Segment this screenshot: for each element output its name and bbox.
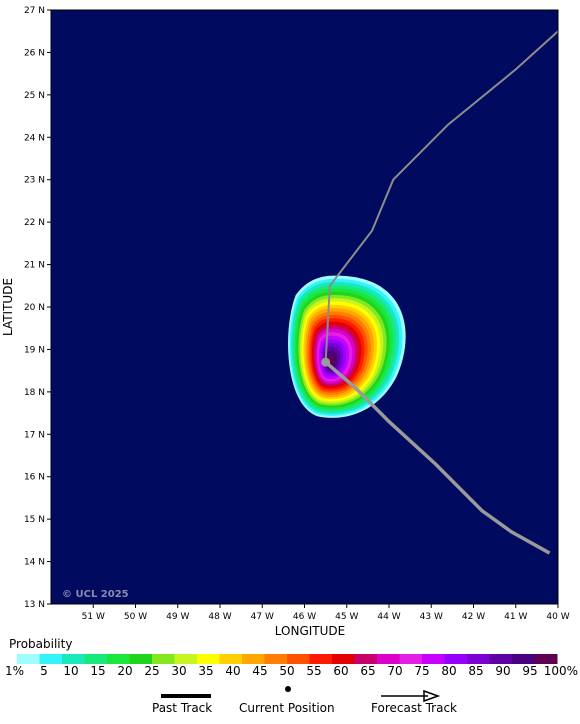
legend-label: 15 bbox=[90, 664, 106, 678]
legend-label: 80 bbox=[441, 664, 457, 678]
colorbar-swatch bbox=[107, 654, 130, 664]
colorbar-swatch bbox=[422, 654, 445, 664]
lon-tick-label: 51 W bbox=[82, 612, 105, 622]
colorbar-swatch bbox=[399, 654, 423, 664]
legend-label: 100% bbox=[543, 664, 578, 678]
lon-tick-label: 43 W bbox=[420, 612, 443, 622]
legend-label: 25 bbox=[144, 664, 160, 678]
current-position-marker bbox=[321, 357, 331, 367]
lat-tick-label: 24 N bbox=[24, 133, 45, 143]
current-position-symbol bbox=[285, 686, 291, 692]
colorbar-swatch bbox=[62, 654, 85, 664]
legend-label: 65 bbox=[360, 664, 376, 678]
lon-tick-label: 49 W bbox=[166, 612, 189, 622]
lat-tick-label: 17 N bbox=[24, 430, 45, 440]
lat-tick-label: 13 N bbox=[24, 600, 45, 610]
lon-tick-label: 42 W bbox=[462, 612, 485, 622]
legend-label: 70 bbox=[387, 664, 403, 678]
forecast-track-line bbox=[324, 360, 551, 555]
colorbar-swatch bbox=[332, 654, 355, 664]
lon-tick-label: 44 W bbox=[377, 612, 400, 622]
colorbar-swatch bbox=[467, 654, 490, 664]
lon-tick-label: 41 W bbox=[504, 612, 527, 622]
legend-label: 90 bbox=[495, 664, 511, 678]
lat-tick-label: 23 N bbox=[24, 176, 45, 186]
lon-tick-label: 40 W bbox=[546, 612, 569, 622]
legend-title: Probability bbox=[9, 637, 73, 651]
legend-label: 40 bbox=[225, 664, 241, 678]
colorbar-swatch bbox=[309, 654, 333, 664]
longitude-ticks: 51 W 50 W 49 W 48 W 47 W 46 W 45 W 44 W 43 W 42 W… bbox=[82, 604, 570, 622]
colorbar-swatch bbox=[84, 654, 108, 664]
legend-label: 5 bbox=[40, 664, 48, 678]
colorbar-swatch bbox=[377, 654, 400, 664]
legend-label: 30 bbox=[171, 664, 187, 678]
colorbar-swatch bbox=[354, 654, 378, 664]
colorbar-swatch bbox=[174, 654, 198, 664]
legend-label: 35 bbox=[198, 664, 214, 678]
lon-tick-label: 48 W bbox=[208, 612, 231, 622]
lat-tick-label: 27 N bbox=[24, 6, 45, 16]
legend-label: 10 bbox=[63, 664, 79, 678]
colorbar-swatch bbox=[197, 654, 220, 664]
past-track-label: Past Track bbox=[152, 701, 213, 715]
lat-tick-label: 20 N bbox=[24, 303, 45, 313]
colorbar-swatch bbox=[264, 654, 288, 664]
probability-colorbar bbox=[17, 654, 558, 664]
longitude-axis-title: LONGITUDE bbox=[275, 624, 345, 638]
colorbar-swatch bbox=[534, 654, 558, 664]
lat-tick-label: 25 N bbox=[24, 91, 45, 101]
legend-label: 45 bbox=[252, 664, 268, 678]
colorbar-swatch bbox=[287, 654, 310, 664]
latitude-axis-title: LATITUDE bbox=[1, 278, 15, 336]
lon-tick-label: 45 W bbox=[335, 612, 358, 622]
copyright-label: © UCL 2025 bbox=[62, 589, 129, 600]
lat-tick-label: 22 N bbox=[24, 218, 45, 228]
forecast-track-line bbox=[324, 30, 559, 363]
lat-tick-label: 21 N bbox=[24, 261, 45, 271]
lat-tick-label: 14 N bbox=[24, 558, 45, 568]
colorbar-swatch bbox=[512, 654, 535, 664]
colorbar-swatch bbox=[129, 654, 153, 664]
legend-label: 95 bbox=[522, 664, 538, 678]
colorbar-swatch bbox=[17, 654, 40, 664]
legend-label: 85 bbox=[468, 664, 484, 678]
latitude-ticks: 27 N 26 N 25 N 24 N 23 N 22 N 21 N 20 N 19 N 18 N… bbox=[24, 6, 51, 610]
forecast-track-symbol bbox=[381, 689, 441, 703]
lon-tick-label: 47 W bbox=[251, 612, 274, 622]
colorbar-swatch bbox=[219, 654, 243, 664]
probability-field bbox=[288, 275, 406, 418]
legend-label: 1% bbox=[5, 664, 25, 678]
colorbar-swatch bbox=[489, 654, 513, 664]
lat-tick-label: 19 N bbox=[24, 345, 45, 355]
forecast-track-label: Forecast Track bbox=[371, 701, 457, 715]
lat-tick-label: 18 N bbox=[24, 388, 45, 398]
storm-tracks bbox=[321, 30, 559, 555]
lat-tick-label: 15 N bbox=[24, 515, 45, 525]
colorbar-swatch bbox=[39, 654, 63, 664]
lat-tick-label: 16 N bbox=[24, 473, 45, 483]
legend-label: 60 bbox=[333, 664, 349, 678]
legend-label: 50 bbox=[279, 664, 295, 678]
lon-tick-label: 50 W bbox=[124, 612, 147, 622]
current-position-label: Current Position bbox=[239, 701, 335, 715]
lon-tick-label: 46 W bbox=[293, 612, 316, 622]
colorbar-swatch bbox=[444, 654, 468, 664]
colorbar-swatch bbox=[152, 654, 175, 664]
legend-label: 75 bbox=[414, 664, 430, 678]
lat-tick-label: 26 N bbox=[24, 48, 45, 58]
legend-label: 20 bbox=[117, 664, 133, 678]
colorbar-swatch bbox=[242, 654, 265, 664]
legend-label: 55 bbox=[306, 664, 322, 678]
